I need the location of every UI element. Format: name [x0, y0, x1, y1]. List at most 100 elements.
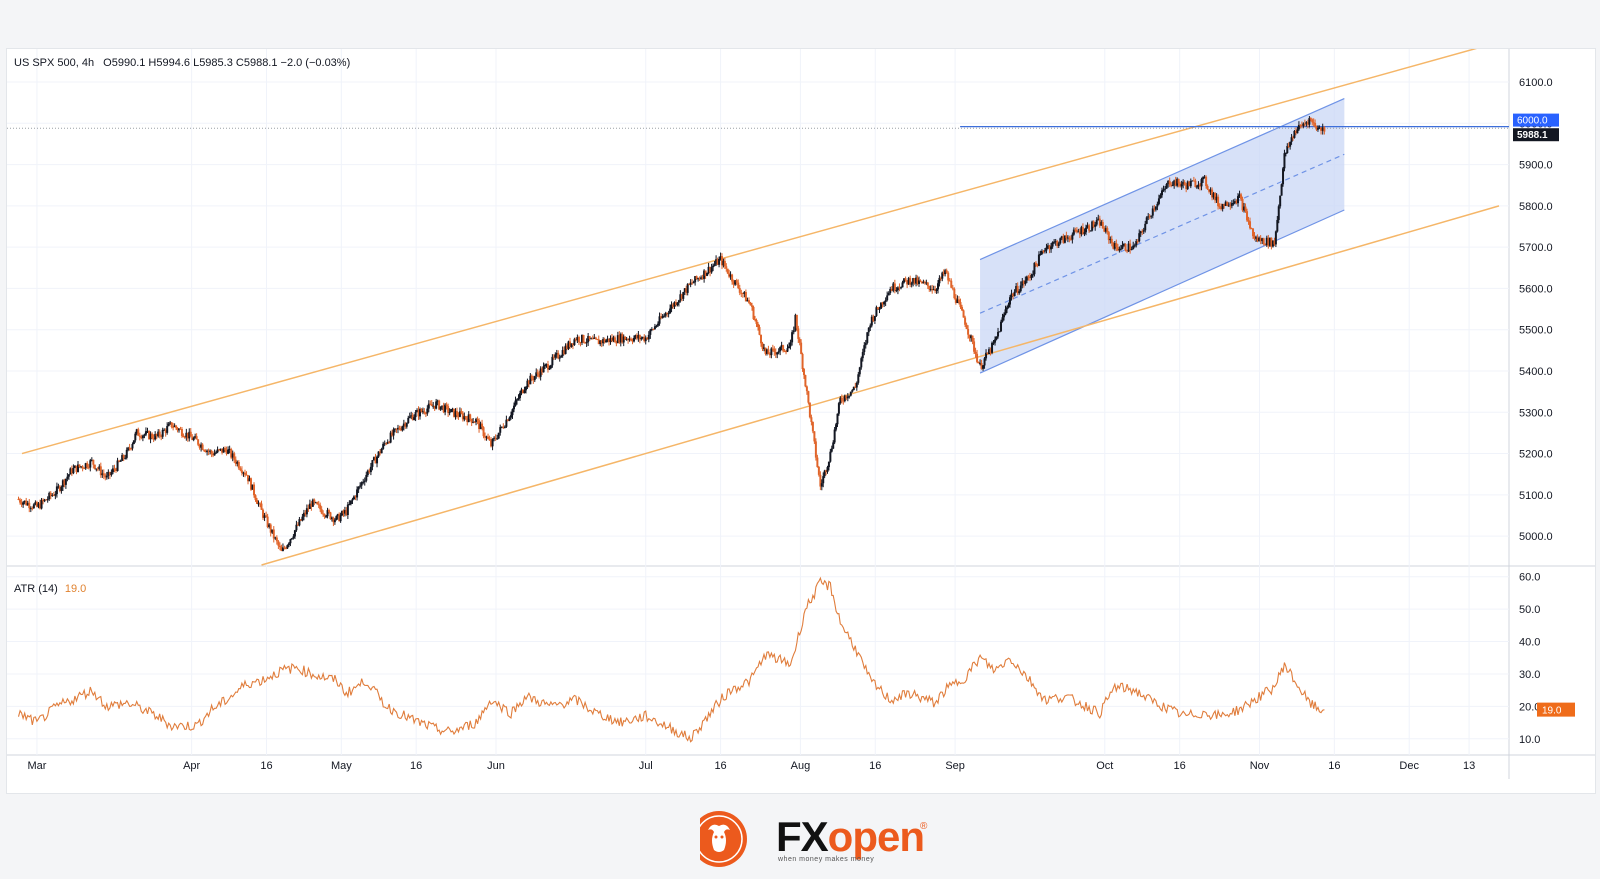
- candle-body: [502, 426, 505, 428]
- candle-body: [913, 278, 916, 284]
- candle-body: [947, 272, 950, 281]
- candle-body: [96, 468, 99, 470]
- registered-mark: ®: [920, 821, 928, 832]
- candle-body: [1068, 237, 1071, 240]
- candle-body: [1170, 184, 1173, 186]
- candle-body: [236, 461, 239, 464]
- candle-body: [685, 288, 688, 293]
- candle-body: [807, 391, 810, 403]
- candle-body: [759, 334, 762, 344]
- candle-body: [590, 338, 593, 340]
- candle-body: [34, 502, 37, 505]
- candle-body: [137, 429, 140, 436]
- candle-body: [780, 345, 783, 348]
- ohlc-values: O5990.1 H5994.6 L5985.3 C5988.1 −2.0 (−0…: [103, 57, 351, 69]
- candle-body: [395, 428, 398, 430]
- candle-body: [1323, 127, 1326, 132]
- candle-body: [915, 277, 918, 284]
- x-tick-label: Apr: [183, 760, 200, 772]
- candle-body: [1097, 218, 1100, 221]
- chart-panel[interactable]: Mar Apr 16 May 16 Jun Jul 16 Aug 16 Sep Oct 16 Nov 16 D…: [6, 48, 1596, 794]
- candle-body: [676, 302, 679, 306]
- x-tick-label: Mar: [27, 760, 46, 772]
- candle-body: [518, 393, 521, 399]
- candle-body: [1314, 122, 1317, 127]
- atr-y-tick-label: 50.0: [1519, 604, 1540, 616]
- candle-body: [352, 496, 355, 500]
- candle-body: [192, 438, 195, 440]
- candle-body: [200, 444, 203, 448]
- candle-body: [846, 396, 849, 399]
- candle-body: [533, 376, 536, 381]
- candle-body: [591, 338, 594, 340]
- candle-body: [302, 512, 305, 517]
- candle-body: [1033, 262, 1036, 275]
- candle-body: [1318, 127, 1321, 129]
- candle-body: [1144, 223, 1147, 231]
- candle-body: [266, 516, 269, 527]
- candle-body: [207, 450, 210, 452]
- candle-body: [182, 435, 185, 437]
- candle-body: [1294, 131, 1297, 134]
- candle-body: [585, 342, 588, 344]
- candle-body: [1177, 178, 1180, 184]
- candle-body: [637, 335, 640, 339]
- regression-channel-mid: [979, 153, 1345, 314]
- candle-body: [646, 337, 649, 340]
- candle-body: [29, 508, 32, 510]
- candle-body: [647, 334, 650, 340]
- x-tick-label: Nov: [1250, 760, 1270, 772]
- candle-body: [779, 347, 782, 352]
- candle-body: [372, 457, 375, 461]
- candle-body: [118, 460, 121, 462]
- candle-body: [49, 492, 52, 496]
- candle-body: [1188, 181, 1191, 187]
- candle-body: [997, 332, 1000, 337]
- candle-body: [746, 300, 749, 302]
- candle-body: [762, 347, 765, 349]
- candle-body: [980, 363, 983, 369]
- candle-body: [314, 502, 317, 504]
- candle-body: [1094, 224, 1097, 227]
- candle-body: [160, 436, 163, 438]
- candle-body: [93, 464, 96, 469]
- candle-body: [1265, 237, 1268, 246]
- candle-body: [1078, 231, 1081, 235]
- candle-body: [829, 451, 832, 462]
- candle-body: [1224, 201, 1227, 206]
- candle-body: [621, 334, 624, 343]
- candle-body: [722, 260, 725, 266]
- candle-body: [1233, 201, 1236, 203]
- candle-body: [1316, 128, 1319, 130]
- candle-body: [343, 510, 346, 514]
- atr-legend: ATR (14) 19.0: [14, 583, 86, 595]
- candle-body: [396, 427, 399, 430]
- candle-body: [1130, 248, 1133, 251]
- candle-body: [774, 351, 777, 355]
- candle-body: [596, 339, 599, 341]
- candle-body: [548, 368, 551, 370]
- candle-body: [1277, 206, 1280, 220]
- y-tick-label: 5000.0: [1519, 531, 1553, 543]
- candle-body: [1229, 205, 1232, 207]
- candle-body: [427, 403, 430, 409]
- candle-body: [25, 500, 28, 506]
- chart-canvas[interactable]: Mar Apr 16 May 16 Jun Jul 16 Aug 16 Sep Oct 16 Nov 16 D…: [7, 49, 1595, 793]
- candle-body: [546, 364, 549, 370]
- candle-body: [148, 431, 151, 440]
- candle-body: [653, 326, 656, 330]
- candle-body: [453, 408, 456, 417]
- candle-body: [1270, 237, 1273, 247]
- candle-body: [1192, 180, 1195, 182]
- candle-body: [469, 414, 472, 419]
- candle-body: [89, 460, 92, 468]
- candle-body: [890, 289, 893, 291]
- candle-body: [641, 336, 644, 339]
- x-tick-label: Sep: [945, 760, 965, 772]
- candle-body: [986, 352, 989, 355]
- candle-body: [293, 530, 296, 537]
- candle-body: [508, 417, 511, 421]
- candle-body: [95, 468, 98, 470]
- candle-body: [1259, 237, 1262, 242]
- candle-body: [221, 448, 224, 453]
